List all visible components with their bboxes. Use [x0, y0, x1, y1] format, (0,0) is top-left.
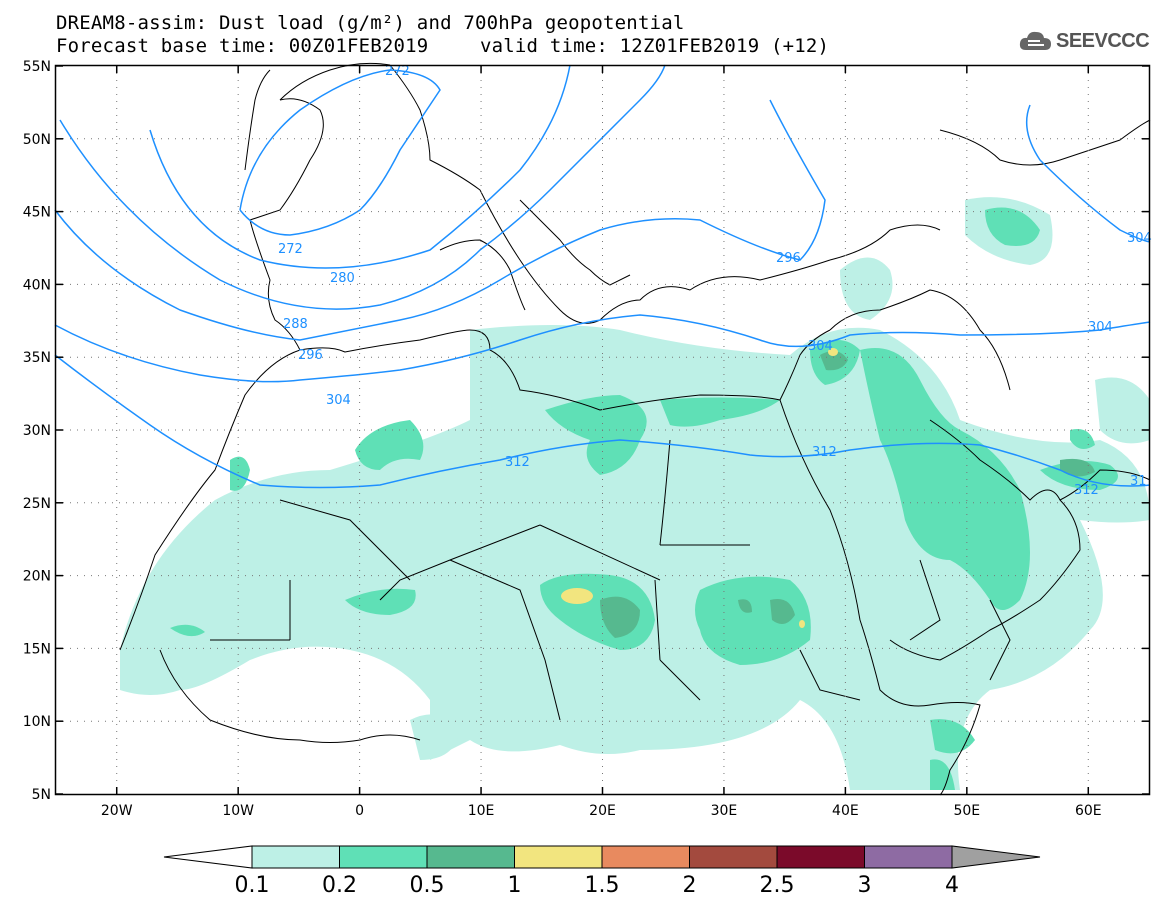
lat-label: 20N [23, 569, 51, 585]
lat-label: 50N [23, 132, 51, 148]
colorbar-swatch [776, 845, 865, 869]
lon-label: 10W [222, 803, 254, 819]
contour-label: 304 [808, 339, 833, 354]
valid-time: valid time: 12Z01FEB2019 (+12) [480, 35, 830, 57]
contour-label: 312 [812, 445, 837, 460]
cloud-icon [1019, 31, 1051, 50]
lon-label: 60E [1075, 803, 1102, 819]
contour-label: 296 [298, 348, 323, 363]
lon-label: 0 [355, 803, 364, 819]
contour-label: 312 [1074, 483, 1099, 498]
lat-label: 15N [23, 641, 51, 657]
longitude-labels: 20W 10W 0 10E 20E 30E 40E 50E 60E [101, 803, 1102, 819]
lon-label: 20W [101, 803, 133, 819]
lon-label: 30E [711, 803, 738, 819]
colorbar-label: 1.5 [585, 873, 620, 898]
lat-label: 35N [23, 350, 51, 366]
lat-label: 55N [23, 59, 51, 75]
colorbar: 0.1 0.2 0.5 1 1.5 2 2.5 3 4 [163, 845, 1041, 898]
lat-label: 30N [23, 423, 51, 439]
map-title: DREAM8-assim: Dust load (g/m²) and 700hP… [56, 12, 685, 34]
colorbar-swatch [514, 845, 603, 869]
gridlines [56, 66, 1149, 794]
contour-label: 312 [505, 455, 530, 470]
lon-label: 20E [589, 803, 616, 819]
colorbar-swatch [339, 845, 428, 869]
colorbar-swatch [426, 845, 515, 869]
lat-label: 45N [23, 205, 51, 221]
lon-label: 40E [832, 803, 859, 819]
colorbar-swatch [864, 845, 953, 869]
contour-label: 304 [326, 393, 351, 408]
colorbar-label: 2.5 [760, 873, 795, 898]
latitude-labels: 55N 50N 45N 40N 35N 30N 25N 20N 15N 10N 5N [23, 59, 51, 803]
contour-label: 272 [278, 242, 303, 257]
lon-label: 50E [953, 803, 980, 819]
colorbar-extend-low [163, 845, 253, 869]
contour-label: 296 [776, 251, 801, 266]
logo-text: SEEVCCC [1056, 30, 1150, 52]
lat-label: 5N [32, 787, 51, 803]
lat-label: 25N [23, 496, 51, 512]
colorbar-swatch [251, 845, 340, 869]
colorbar-label: 3 [858, 873, 872, 898]
colorbar-label: 4 [945, 873, 959, 898]
lon-label: 10E [468, 803, 495, 819]
contour-label: 288 [283, 317, 308, 332]
contour-label: 304 [1088, 320, 1113, 335]
dust-shading-medium [170, 207, 1118, 790]
contour-label: 304 [1127, 231, 1152, 246]
colorbar-swatch [601, 845, 690, 869]
colorbar-swatch [689, 845, 778, 869]
colorbar-label: 1 [508, 873, 522, 898]
colorbar-extend-high [951, 845, 1041, 869]
colorbar-label: 0.1 [235, 873, 270, 898]
map-frame [54, 64, 1151, 796]
geopotential-contours [54, 64, 1151, 489]
colorbar-label: 2 [683, 873, 697, 898]
contour-labels: 272 272 280 288 296 296 304 304 304 312 … [278, 64, 1152, 498]
lat-label: 10N [23, 714, 51, 730]
coastlines [119, 62, 1151, 796]
dust-shading-high [600, 351, 1095, 638]
base-time: Forecast base time: 00Z01FEB2019 [56, 35, 429, 57]
contour-label: 280 [330, 271, 355, 286]
logo: SEEVCCC [1018, 26, 1158, 56]
contour-label: 31 [1130, 474, 1147, 489]
contour-label: 272 [385, 64, 410, 79]
colorbar-label: 0.2 [322, 873, 357, 898]
dust-shading-peak [561, 348, 838, 628]
lat-label: 40N [23, 277, 51, 293]
colorbar-label: 0.5 [410, 873, 445, 898]
axis-ticks [56, 65, 1149, 795]
time-info: Forecast base time: 00Z01FEB2019 valid ti… [56, 35, 829, 57]
